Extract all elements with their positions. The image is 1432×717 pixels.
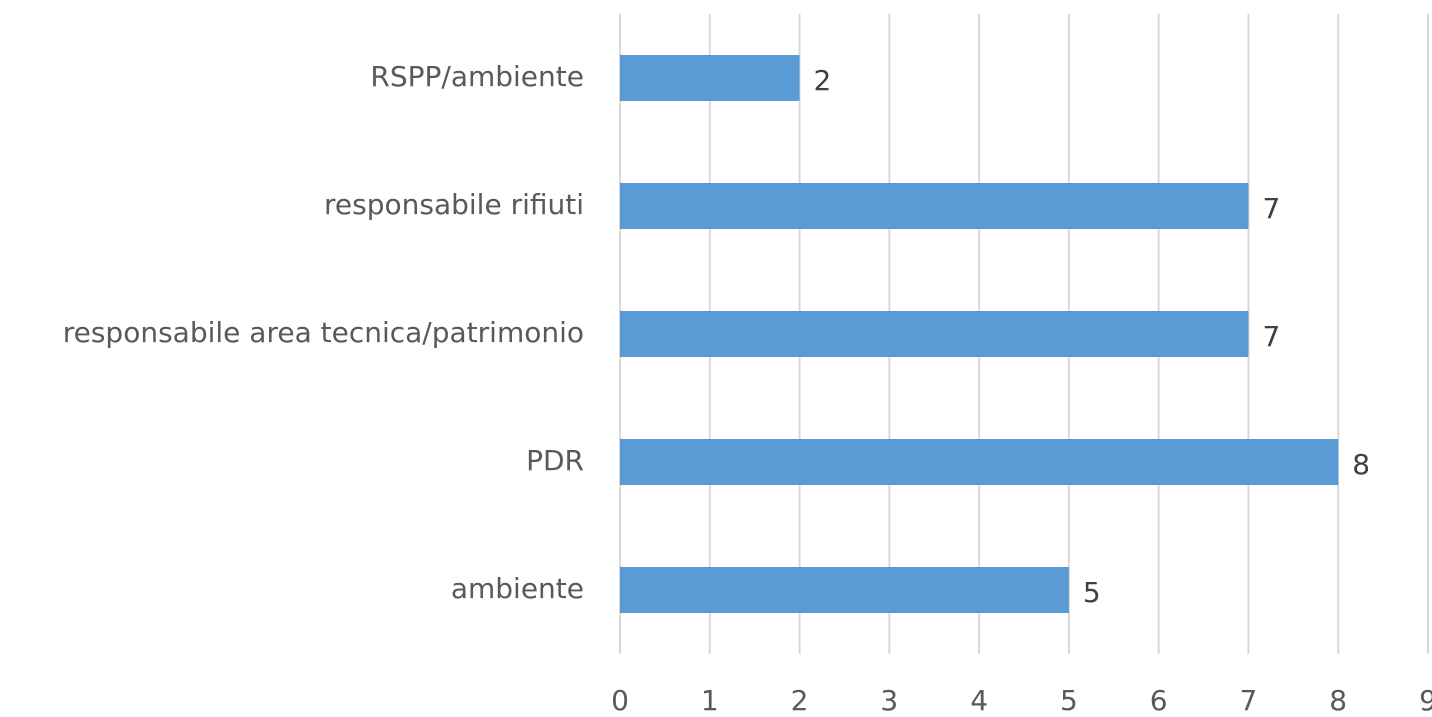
data-label: 7 [1262, 192, 1280, 225]
bar [620, 183, 1249, 229]
data-label: 2 [814, 64, 832, 97]
bar [620, 439, 1339, 485]
y-tick-label: RSPP/ambiente [370, 60, 584, 93]
x-tick-label: 9 [1419, 684, 1432, 717]
data-label: 8 [1352, 448, 1370, 481]
x-tick-label: 2 [791, 684, 809, 717]
x-tick-label: 8 [1329, 684, 1347, 717]
y-tick-label: responsabile area tecnica/patrimonio [63, 316, 584, 349]
bar [620, 55, 800, 101]
data-label: 5 [1083, 576, 1101, 609]
data-label: 7 [1262, 320, 1280, 353]
x-tick-label: 6 [1150, 684, 1168, 717]
bar [620, 567, 1069, 613]
y-tick-label: ambiente [451, 572, 584, 605]
y-tick-label: responsabile rifiuti [324, 188, 584, 221]
bar [620, 311, 1249, 357]
x-tick-label: 5 [1060, 684, 1078, 717]
x-tick-label: 3 [880, 684, 898, 717]
y-tick-label: PDR [526, 444, 584, 477]
x-tick-label: 1 [701, 684, 719, 717]
x-tick-label: 0 [611, 684, 629, 717]
x-tick-label: 4 [970, 684, 988, 717]
x-tick-label: 7 [1240, 684, 1258, 717]
